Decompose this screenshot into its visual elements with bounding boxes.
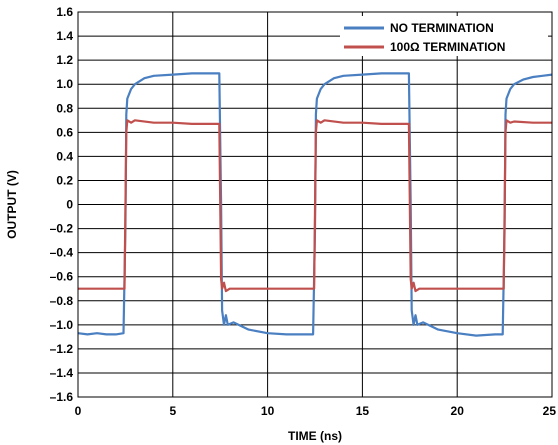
series-layer <box>77 72 553 337</box>
x-tick-label: 15 <box>356 404 370 418</box>
y-tick-label: 0.2 <box>56 173 73 187</box>
x-tick-label: 10 <box>261 404 275 418</box>
y-tick-label: –1.4 <box>50 366 74 380</box>
y-tick-label: 0.6 <box>56 125 73 139</box>
y-tick-label: –0.6 <box>50 270 74 284</box>
legend-label: 100Ω TERMINATION <box>390 40 505 54</box>
y-tick-label: –0.8 <box>50 294 74 308</box>
x-axis-title: TIME (ns) <box>288 429 342 443</box>
y-tick-label: 1.2 <box>56 53 73 67</box>
y-tick-label: –1.0 <box>50 318 74 332</box>
legend-label: NO TERMINATION <box>390 21 494 35</box>
y-tick-label: 0.8 <box>56 101 73 115</box>
x-tick-label: 5 <box>169 404 176 418</box>
legend-background <box>340 16 548 56</box>
y-tick-label: –1.2 <box>50 342 74 356</box>
x-tick-labels: 0 5 10 15 20 25 <box>75 404 557 418</box>
series-line-2 <box>78 119 552 293</box>
y-tick-label: –0.2 <box>50 222 74 236</box>
y-tick-label: –1.6 <box>50 390 74 404</box>
plot-border <box>77 11 553 398</box>
x-tick-label: 20 <box>451 404 465 418</box>
y-tick-label: 1.6 <box>56 5 73 19</box>
y-tick-label: 1.4 <box>56 29 73 43</box>
y-tick-labels: 1.6 1.4 1.2 1.0 0.8 0.6 0.4 0.2 0 –0.2 –0.4 –0.6 –0.… <box>50 5 74 404</box>
y-tick-label: 0.4 <box>56 149 73 163</box>
legend: NO TERMINATION 100Ω TERMINATION <box>340 16 548 56</box>
y-tick-label: –0.4 <box>50 246 74 260</box>
y-tick-label: 0 <box>66 198 73 212</box>
series-line-1 <box>77 72 553 337</box>
x-tick-label: 0 <box>75 404 82 418</box>
y-axis-title: OUTPUT (V) <box>5 170 19 239</box>
y-tick-label: 1.0 <box>56 77 73 91</box>
x-tick-label: 25 <box>543 404 557 418</box>
